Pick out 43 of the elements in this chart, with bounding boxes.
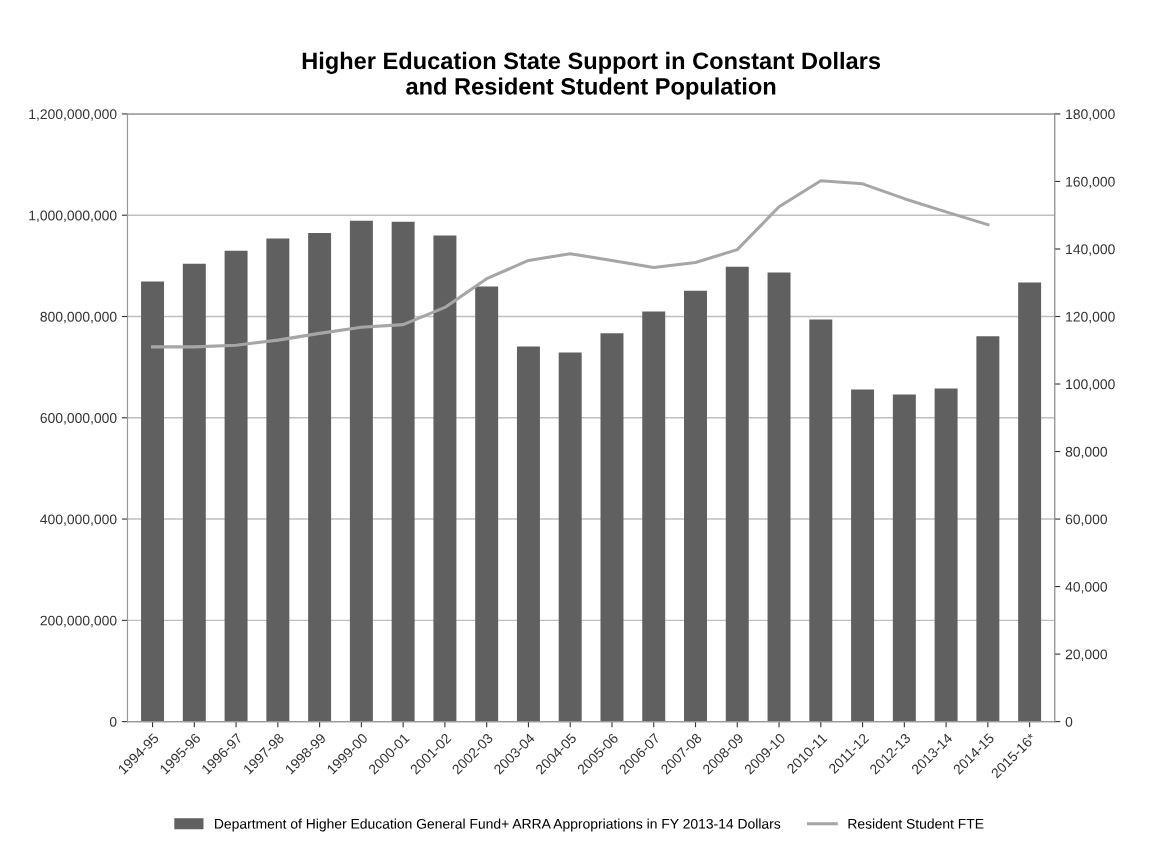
y2-tick-label: 100,000 <box>1066 379 1115 391</box>
y2-tick-label: 120,000 <box>1066 311 1115 324</box>
bar <box>391 221 415 722</box>
y-tick-label: 600,000,000 <box>40 413 117 425</box>
y2-tick-label: 0 <box>1065 716 1073 727</box>
y-tick-label: 1,000,000,000 <box>29 210 117 223</box>
y-tick-label: 800,000,000 <box>40 311 117 324</box>
bar <box>767 272 791 722</box>
bar <box>684 290 707 722</box>
chart-title: Higher Education State Support in Constant Dollars and Resident Student Population <box>302 51 881 100</box>
bar <box>266 238 290 722</box>
bar <box>934 388 958 722</box>
bar <box>642 311 666 722</box>
y2-tick-label: 160,000 <box>1066 176 1115 189</box>
bar <box>976 336 1000 722</box>
bar <box>349 220 373 722</box>
bar <box>1018 282 1042 722</box>
bar <box>851 389 875 722</box>
y-tick-label: 1,200,000,000 <box>29 109 117 121</box>
y2-tick-label: 20,000 <box>1065 649 1108 661</box>
bar <box>308 232 332 722</box>
y2-tick-label: 140,000 <box>1066 244 1115 256</box>
bar <box>809 319 833 722</box>
bar <box>182 263 206 722</box>
bar <box>433 235 457 722</box>
y-tick-label: 200,000,000 <box>40 615 117 628</box>
y-tick-label: 400,000,000 <box>40 514 117 526</box>
legend-label: Department of Higher Education General Fund+ ARRA Appropriations in FY 2013-14 Dollars <box>215 818 781 832</box>
bar <box>141 281 165 722</box>
bar <box>224 250 248 722</box>
bar <box>558 352 582 722</box>
bar <box>725 266 749 722</box>
y-tick-label: 0 <box>109 716 117 727</box>
bar <box>892 394 916 722</box>
bar <box>516 346 540 722</box>
bar <box>600 333 624 722</box>
legend-label: Resident Student FTE <box>848 818 984 829</box>
y2-tick-label: 40,000 <box>1065 581 1108 594</box>
line-series <box>151 179 990 349</box>
y2-tick-label: 180,000 <box>1066 109 1115 121</box>
y2-tick-label: 80,000 <box>1065 446 1108 459</box>
y2-tick-label: 60,000 <box>1065 514 1108 526</box>
bar <box>475 286 499 722</box>
